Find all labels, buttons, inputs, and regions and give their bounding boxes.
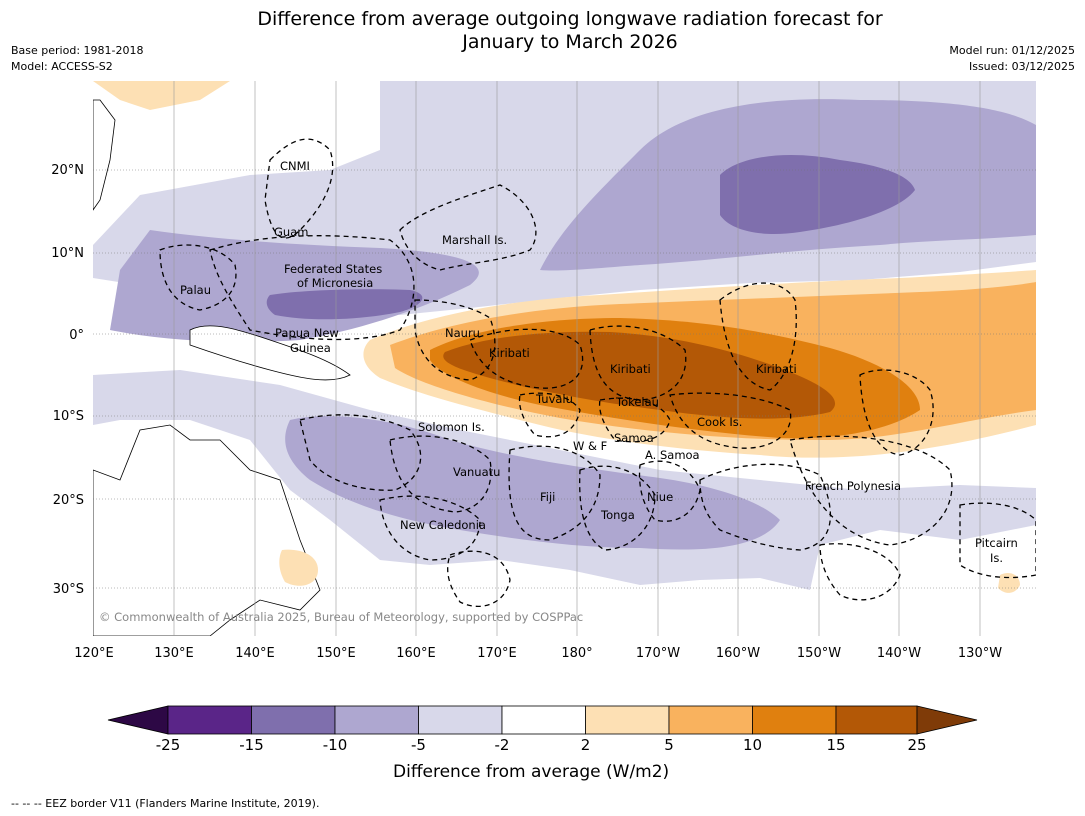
colorbar-label: -25 [155, 736, 181, 754]
colorbar-bin [418, 705, 503, 735]
lon-tick: 160°E [396, 646, 436, 661]
title-line-1: Difference from average outgoing longwav… [257, 8, 883, 30]
label-palau: Palau [180, 283, 211, 297]
colorbar-bin [752, 705, 837, 735]
label-vanuatu: Vanuatu [453, 465, 500, 479]
lat-tick: 0° [69, 328, 84, 343]
colorbar-bin [501, 705, 586, 735]
meridians [173, 81, 981, 636]
lon-tick: 170°W [636, 646, 680, 661]
colorbar-extend-high [916, 705, 978, 735]
colorbar-title: Difference from average (W/m2) [393, 762, 670, 782]
colorbar-label: 25 [907, 736, 927, 754]
graticule [93, 169, 1036, 589]
label-pitcairn-1: Pitcairn [975, 536, 1018, 550]
colorbar-extend-low [107, 705, 169, 735]
label-fsm-1: Federated States [284, 262, 382, 276]
lat-tick-labels: 20°N 10°N 0° 10°S 20°S 30°S [51, 163, 84, 597]
colorbar-label: -15 [239, 736, 264, 754]
label-png-1: Papua New [275, 326, 339, 340]
lon-tick: 130°W [958, 646, 1002, 661]
meta-left: Base period: 1981-2018 Model: ACCESS-S2 [11, 43, 143, 75]
lon-tick-labels: 120°E 130°E 140°E 150°E 160°E 170°E 180°… [74, 646, 1002, 661]
lon-tick: 130°E [154, 646, 194, 661]
lon-tick: 170°E [477, 646, 517, 661]
label-guam: Guam [274, 225, 308, 239]
colorbar-label: 15 [826, 736, 846, 754]
eez-borders [159, 138, 1036, 607]
anomaly-dark-lavender [266, 155, 915, 320]
model-name: Model: ACCESS-S2 [11, 60, 113, 73]
colorbar-bin [167, 705, 252, 735]
australia [93, 424, 321, 636]
colorbar [107, 705, 978, 735]
footnote: -- -- -- EEZ border V11 (Flanders Marine… [11, 797, 320, 810]
label-pitcairn-2: Is. [990, 551, 1003, 565]
philippines [93, 99, 116, 211]
lon-tick: 150°W [797, 646, 841, 661]
colorbar-bin [585, 705, 670, 735]
land-masses [93, 99, 351, 636]
lat-tick: 10°N [51, 246, 84, 261]
label-kiribati-central: Kiribati [610, 362, 651, 376]
label-nauru: Nauru [445, 326, 480, 340]
lon-tick: 160°W [716, 646, 760, 661]
colorbar-label: -5 [411, 736, 426, 754]
label-marshall: Marshall Is. [442, 233, 507, 247]
lat-tick: 30°S [53, 582, 84, 597]
colorbar-bin [251, 705, 336, 735]
label-solomon: Solomon Is. [418, 420, 485, 434]
label-tokelau: Tokelau [615, 395, 659, 409]
colorbar-label: 5 [664, 736, 674, 754]
copyright-text: © Commonwealth of Australia 2025, Bureau… [99, 610, 583, 624]
colorbar-bin [668, 705, 753, 735]
label-fsm-2: of Micronesia [297, 276, 373, 290]
label-fiji: Fiji [540, 490, 555, 504]
map-area: CNMI Guam Marshall Is. Federated States … [93, 81, 1036, 636]
model-run: Model run: 01/12/2025 [949, 44, 1075, 57]
title-line-2: January to March 2026 [462, 31, 678, 53]
colorbar-bin [835, 705, 918, 735]
colorbar-label: 2 [580, 736, 591, 754]
anomaly-brown [443, 331, 836, 419]
label-wf: W & F [573, 439, 607, 453]
lon-tick: 120°E [74, 646, 114, 661]
label-new-caledonia: New Caledonia [400, 518, 486, 532]
label-cnmi: CNMI [280, 159, 310, 173]
label-png-2: Guinea [290, 341, 331, 355]
label-tuvalu: Tuvalu [535, 392, 573, 406]
meta-right: Model run: 01/12/2025 Issued: 03/12/2025 [949, 43, 1075, 75]
label-asamoa: A. Samoa [645, 448, 700, 462]
lon-tick: 150°E [316, 646, 356, 661]
label-french-polynesia: French Polynesia [805, 479, 901, 493]
label-kiribati-west: Kiribati [489, 346, 530, 360]
region-labels: CNMI Guam Marshall Is. Federated States … [180, 159, 1018, 565]
colorbar-label: -10 [322, 736, 348, 754]
lat-tick: 20°S [53, 493, 84, 508]
lon-tick: 140°E [235, 646, 275, 661]
lat-tick: 20°N [51, 163, 84, 178]
lat-tick: 10°S [53, 409, 84, 424]
label-tonga: Tonga [600, 508, 635, 522]
new-guinea [189, 325, 351, 381]
label-niue: Niue [647, 490, 673, 504]
issued-date: Issued: 03/12/2025 [968, 60, 1075, 73]
colorbar-label: -2 [494, 736, 510, 754]
label-cook: Cook Is. [697, 415, 742, 429]
label-kiribati-east: Kiribati [756, 362, 797, 376]
label-samoa: Samoa [614, 431, 654, 445]
colorbar-bin [334, 705, 419, 735]
base-period: Base period: 1981-2018 [11, 44, 144, 57]
lon-tick: 140°W [877, 646, 921, 661]
colorbar-label: 10 [742, 736, 763, 754]
lon-tick: 180° [561, 646, 592, 661]
chart-title: Difference from average outgoing longwav… [0, 8, 1085, 54]
